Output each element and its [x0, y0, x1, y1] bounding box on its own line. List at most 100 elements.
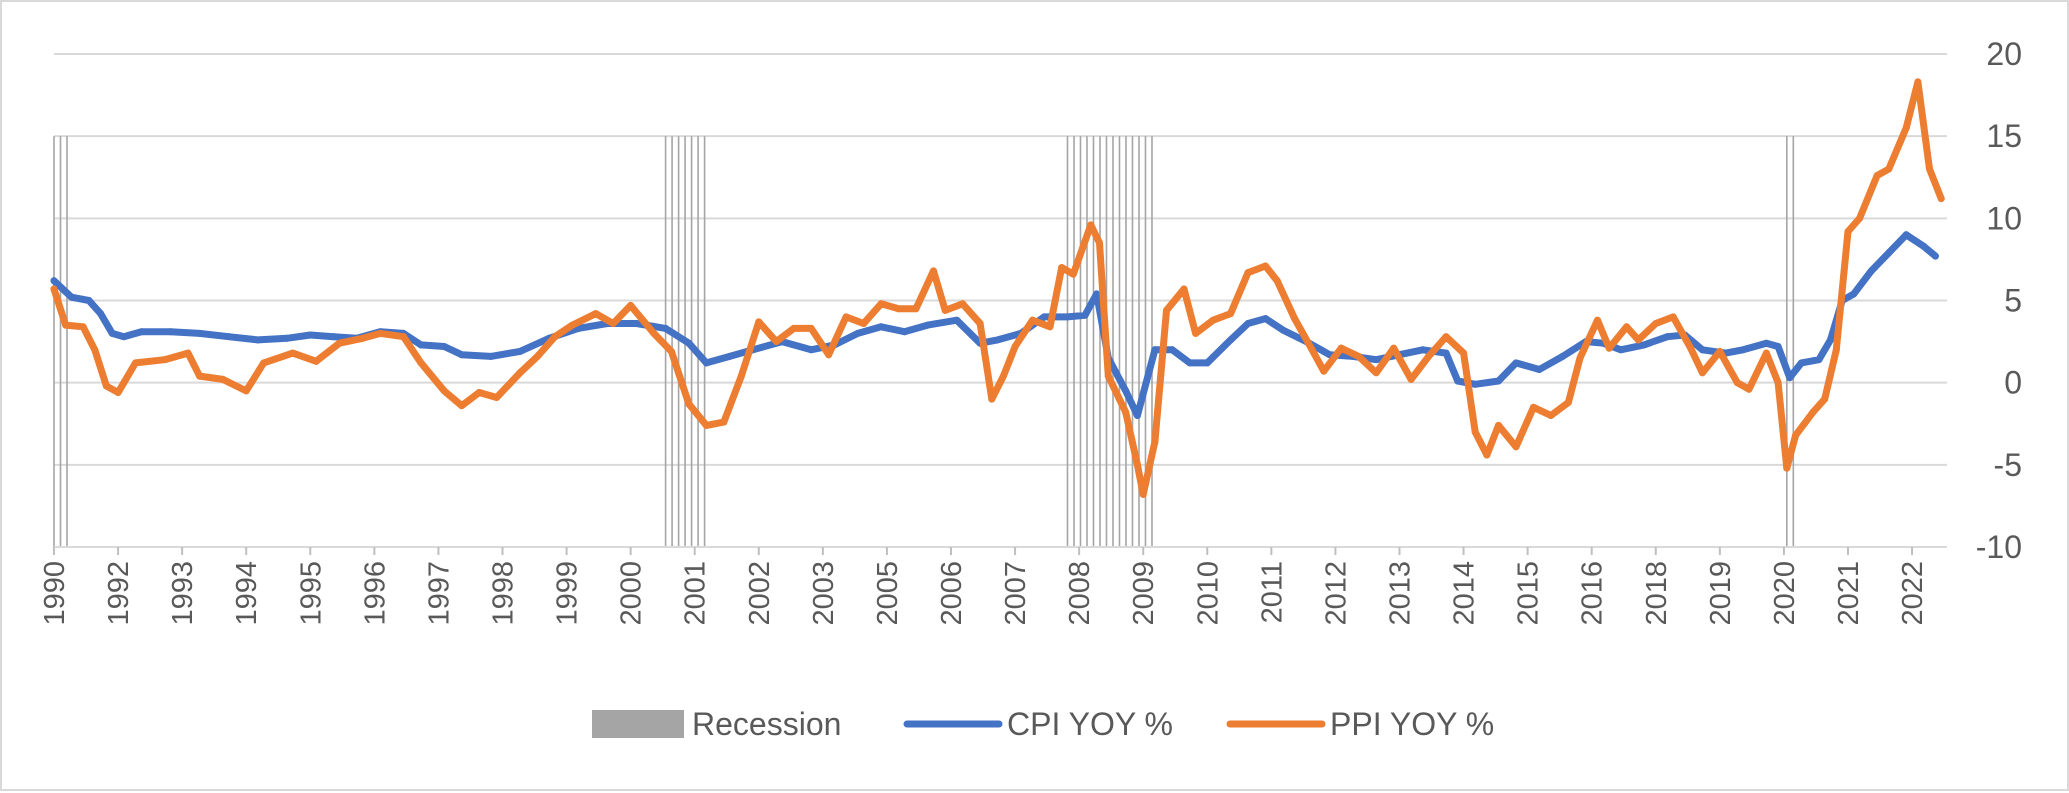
x-tick-label: 2000 [616, 561, 648, 626]
data-point [196, 372, 204, 380]
data-point [1564, 398, 1572, 406]
data-point [1081, 311, 1089, 319]
gridlines [54, 53, 1947, 548]
data-point [551, 333, 559, 341]
legend-item: PPI YOY % [1226, 706, 1494, 742]
data-point [67, 293, 75, 301]
data-point [475, 389, 483, 397]
data-point [1745, 385, 1753, 393]
data-point [999, 372, 1007, 380]
data-point [516, 369, 524, 377]
data-point [1652, 320, 1660, 328]
data-point [440, 387, 448, 395]
x-tick-label: 2001 [680, 561, 712, 626]
data-point [1483, 451, 1491, 459]
data-point [1547, 412, 1555, 420]
data-point [493, 393, 501, 401]
y-tick-label: 5 [2004, 283, 2022, 319]
y-tick-label: -10 [1976, 529, 2022, 565]
data-point [1471, 428, 1479, 436]
data-point [1320, 367, 1328, 375]
x-tick-label: 1998 [487, 561, 519, 626]
x-tick-label: 1996 [359, 561, 391, 626]
data-point [772, 338, 780, 346]
data-point [976, 320, 984, 328]
data-point [1407, 375, 1415, 383]
data-point [1133, 461, 1141, 469]
data-point [1063, 313, 1071, 321]
data-point [1087, 221, 1095, 229]
data-point [1931, 252, 1939, 260]
data-point [487, 352, 495, 360]
data-point [306, 331, 314, 339]
x-tick-label: 2016 [1577, 561, 1609, 626]
data-point [1512, 359, 1520, 367]
x-tick-label: 2019 [1705, 561, 1737, 626]
legend-label: Recession [692, 706, 841, 742]
data-point [1792, 431, 1800, 439]
data-point [1495, 421, 1503, 429]
data-point [1762, 349, 1770, 357]
data-point [1227, 310, 1235, 318]
x-tick-label: 2002 [744, 561, 776, 626]
data-point [50, 277, 58, 285]
data-point [1192, 329, 1200, 337]
data-point [1454, 377, 1462, 385]
data-point [242, 387, 250, 395]
data-point [662, 324, 670, 332]
data-point [85, 297, 93, 304]
data-point [1442, 349, 1450, 357]
x-tick-label: 2010 [1192, 561, 1224, 626]
series-line [50, 78, 1945, 498]
data-point [627, 301, 635, 309]
legend: Recession CPI YOY % PPI YOY % [592, 706, 1494, 742]
data-point [417, 341, 425, 349]
data-point [1885, 249, 1893, 257]
data-point [1096, 239, 1104, 247]
x-tick-label: 1990 [39, 561, 71, 626]
data-point [1902, 231, 1910, 239]
data-point [1559, 352, 1567, 360]
data-point [1139, 490, 1147, 498]
data-point [1867, 267, 1875, 275]
data-point [1011, 343, 1019, 351]
data-point [79, 323, 87, 331]
data-point [166, 328, 174, 336]
data-point [1029, 316, 1037, 324]
data-point [825, 351, 833, 359]
data-point [726, 352, 734, 360]
data-point [1594, 316, 1602, 324]
series-lines [50, 78, 1945, 498]
data-point [1937, 195, 1945, 203]
data-point [854, 329, 862, 337]
data-point [1262, 315, 1270, 323]
data-point [1873, 172, 1881, 180]
data-point [1774, 343, 1782, 351]
data-point [1687, 344, 1695, 352]
data-point [1460, 349, 1468, 357]
x-tick-label: 2007 [1000, 561, 1032, 626]
x-tick-label: 1993 [167, 561, 199, 626]
data-point [568, 321, 576, 329]
data-point [1151, 346, 1159, 354]
data-point [330, 333, 338, 341]
data-point [1739, 346, 1747, 354]
data-point [225, 333, 233, 341]
data-point [1133, 412, 1141, 420]
data-point [1355, 352, 1363, 360]
y-tick-label: 15 [1986, 118, 2022, 154]
x-tick-label: 2003 [808, 561, 840, 626]
data-point [120, 333, 128, 341]
data-point [685, 400, 693, 408]
series-1 [50, 78, 1945, 498]
data-point [1168, 346, 1176, 354]
x-tick-label: 2014 [1449, 561, 1481, 626]
legend-label: PPI YOY % [1330, 706, 1494, 742]
data-point [1495, 377, 1503, 385]
x-tick-label: 2022 [1897, 561, 1929, 626]
data-point [335, 339, 343, 347]
data-point [1262, 262, 1270, 270]
data-point [440, 343, 448, 351]
data-point [1617, 346, 1625, 354]
x-tick-label: 2013 [1384, 561, 1416, 626]
